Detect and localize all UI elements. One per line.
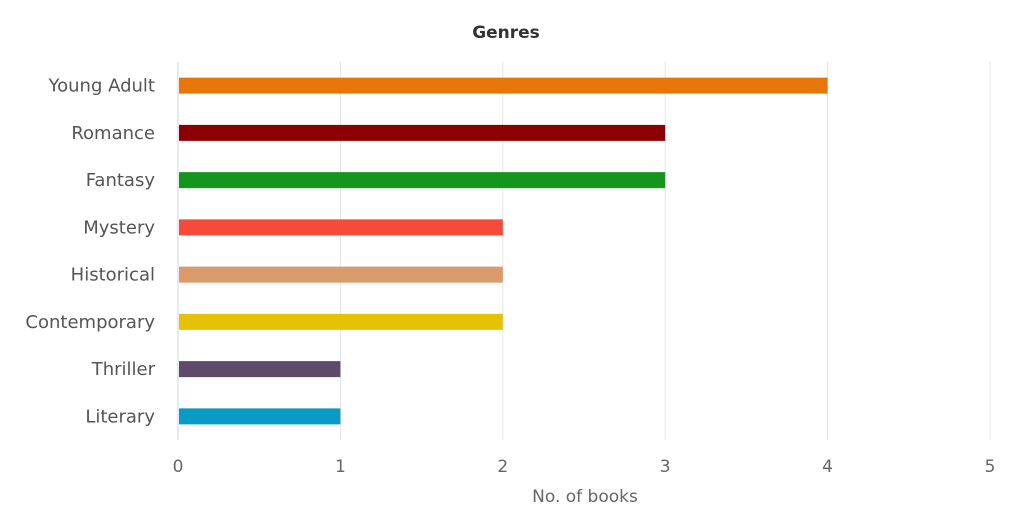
- x-tick-label: 5: [985, 457, 996, 477]
- category-label: Thriller: [91, 359, 156, 380]
- category-label: Fantasy: [86, 170, 156, 191]
- x-tick-label: 3: [660, 457, 671, 477]
- x-tick-label: 2: [497, 457, 508, 477]
- x-tick-label: 1: [335, 457, 346, 477]
- chart-title: Genres: [472, 23, 540, 43]
- bar-mystery[interactable]: [179, 219, 503, 236]
- category-label: Young Adult: [48, 76, 155, 97]
- bar-contemporary[interactable]: [179, 313, 503, 330]
- bar-fantasy[interactable]: [179, 172, 666, 189]
- category-labels: Young Adult Romance Fantasy Mystery Historic…: [25, 76, 155, 428]
- x-axis-title: No. of books: [532, 487, 638, 507]
- bar-thriller[interactable]: [179, 361, 341, 378]
- x-tick-label: 4: [822, 457, 833, 477]
- bar-historical[interactable]: [179, 266, 503, 283]
- category-label: Contemporary: [25, 312, 155, 333]
- category-label: Romance: [71, 123, 155, 144]
- bar-young-adult[interactable]: [179, 77, 828, 94]
- x-tick-label: 0: [173, 457, 184, 477]
- category-label: Mystery: [83, 217, 155, 238]
- gridlines: [339, 62, 991, 440]
- bar-romance[interactable]: [179, 124, 666, 141]
- x-tick-labels: 0 1 2 3 4 5: [173, 457, 996, 477]
- bars: [179, 77, 828, 425]
- category-label: Historical: [71, 265, 155, 286]
- bar-literary[interactable]: [179, 408, 341, 425]
- category-label: Literary: [85, 406, 155, 427]
